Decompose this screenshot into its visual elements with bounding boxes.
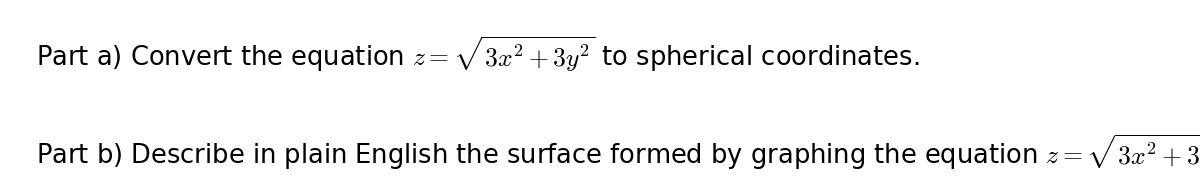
Text: Part b) Describe in plain English the surface formed by graphing the equation $z: Part b) Describe in plain English the su… bbox=[36, 132, 1200, 172]
Text: Part a) Convert the equation $z = \sqrt{3x^2 + 3y^2}$ to spherical coordinates.: Part a) Convert the equation $z = \sqrt{… bbox=[36, 35, 919, 74]
